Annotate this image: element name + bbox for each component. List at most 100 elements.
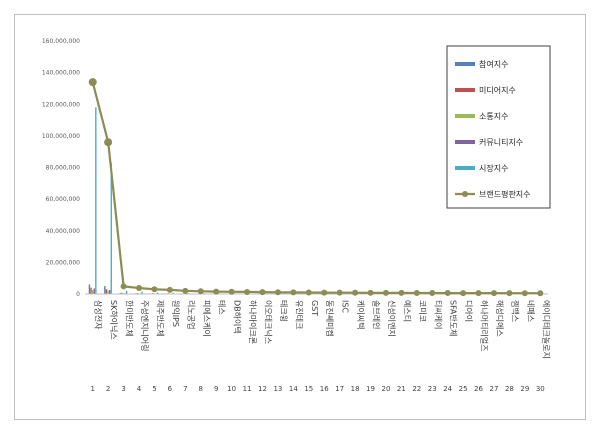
bar-커뮤니티지수-1: [93, 288, 95, 294]
category-label: ISC: [341, 300, 350, 313]
bar-소통지수-1: [91, 290, 94, 294]
y-tick-label: 60,000,000: [46, 196, 81, 203]
rank-label: 5: [152, 385, 156, 393]
rank-label: 9: [214, 385, 218, 393]
rank-label: 16: [320, 385, 329, 393]
category-label: 이오테크닉스: [263, 300, 273, 344]
y-tick-label: 20,000,000: [46, 259, 81, 266]
rank-label: 3: [121, 385, 125, 393]
category-label: GST: [310, 300, 319, 316]
point-브랜드평판지수-17: [336, 289, 343, 296]
legend-marker: [462, 191, 468, 197]
point-브랜드평판지수-1: [88, 78, 97, 87]
bar-커뮤니티지수-2: [108, 290, 111, 294]
category-label: 삼성전자: [94, 300, 104, 330]
category-label: 케이씨텍: [356, 300, 366, 329]
category-label: 하나머티리얼즈: [480, 300, 490, 352]
point-브랜드평판지수-8: [197, 288, 204, 295]
point-브랜드평판지수-28: [506, 290, 513, 297]
rank-label: 10: [227, 385, 236, 393]
point-브랜드평판지수-16: [321, 289, 328, 296]
bar-참여지수-1: [88, 284, 91, 294]
legend-label: 브랜드평판지수: [479, 189, 531, 199]
point-브랜드평판지수-23: [429, 290, 436, 297]
rank-label: 19: [366, 385, 375, 393]
category-label: SK하이닉스: [109, 300, 119, 340]
category-label: 예스티: [402, 300, 412, 322]
point-브랜드평판지수-22: [413, 289, 420, 296]
legend-box: [446, 45, 551, 209]
rank-label: 7: [183, 385, 187, 393]
rank-label: 20: [381, 385, 390, 393]
category-label: 원익IPS: [171, 300, 181, 327]
bar-시장지수-1: [95, 107, 97, 294]
category-label: 동진쎄미켐: [325, 300, 335, 337]
rank-label: 18: [351, 385, 360, 393]
rank-label: 26: [474, 385, 483, 393]
legend-swatch: [455, 88, 475, 92]
legend-swatch: [455, 114, 475, 118]
rank-label: 28: [505, 385, 514, 393]
point-브랜드평판지수-21: [398, 289, 405, 296]
rank-label: 22: [412, 385, 421, 393]
legend-label: 참여지수: [479, 59, 508, 69]
rank-label: 30: [536, 385, 545, 393]
category-label: 네패스: [526, 300, 536, 322]
rank-label: 23: [428, 385, 437, 393]
point-브랜드평판지수-29: [521, 290, 528, 297]
point-브랜드평판지수-10: [228, 288, 235, 295]
rank-label: 6: [168, 385, 173, 393]
rank-label: 21: [397, 385, 406, 393]
x-axis-category-labels: 삼성전자 SK하이닉스 한미반도체 주성엔지니어링 제주반도체 원익IPS 리노공업 피에스케…: [94, 300, 552, 359]
category-label: 하나마이크론: [248, 300, 258, 344]
category-label: 제주반도체: [155, 300, 165, 337]
category-label: 테크윙: [279, 300, 289, 322]
category-label: 한미반도체: [125, 300, 135, 337]
y-tick-label: 120,000,000: [42, 101, 80, 108]
line-series-group: [88, 78, 544, 297]
point-브랜드평판지수-5: [151, 286, 158, 293]
point-브랜드평판지수-12: [259, 289, 266, 296]
category-label: 티씨케이: [433, 300, 443, 329]
point-브랜드평판지수-24: [444, 290, 451, 297]
point-브랜드평판지수-18: [352, 289, 359, 296]
category-label: 디아이: [464, 300, 474, 322]
point-브랜드평판지수-19: [367, 289, 374, 296]
x-axis-rank-labels: 1 2 3 4 5 6 7 8 9 10 11 12 13 14 15 16 17 18 19 20 21 22 23 24 2…: [90, 385, 544, 393]
rank-label: 17: [335, 385, 344, 393]
point-브랜드평판지수-30: [537, 290, 544, 297]
legend-label: 시장지수: [479, 163, 508, 173]
chart-frame: 0 20,000,000 40,000,000 60,000,000 80,000,00…: [14, 14, 586, 420]
legend-label: 커뮤니티지수: [479, 137, 523, 147]
rank-label: 4: [137, 385, 142, 393]
legend-label: 소통지수: [479, 112, 508, 121]
rank-label: 1: [90, 385, 94, 393]
bar-미디어지수-1: [90, 287, 92, 294]
point-브랜드평판지수-6: [166, 286, 173, 293]
bar-미디어지수-2: [105, 289, 108, 294]
category-label: 젬백스: [510, 300, 520, 322]
rank-label: 24: [443, 385, 452, 393]
bar-시장지수-5: [156, 292, 159, 294]
point-브랜드평판지수-14: [290, 289, 297, 296]
rank-label: 29: [520, 385, 529, 393]
bar-소통지수-2: [107, 290, 109, 294]
category-label: 신성이엔지: [387, 300, 397, 337]
rank-label: 8: [199, 385, 203, 393]
point-브랜드평판지수-11: [244, 288, 251, 295]
y-tick-label: 100,000,000: [42, 133, 80, 140]
bar-시장지수-2: [110, 162, 112, 294]
bar-시장지수-3: [125, 290, 128, 294]
category-label: SFA반도체: [449, 300, 459, 337]
category-label: 해성디에스: [495, 300, 505, 337]
legend-swatch: [455, 140, 475, 144]
point-브랜드평판지수-3: [120, 283, 127, 290]
category-label: 피에스케이: [202, 300, 212, 337]
rank-label: 25: [459, 385, 468, 393]
point-브랜드평판지수-26: [475, 290, 482, 297]
category-label: 리노공업: [186, 300, 195, 329]
bar-미디어지수-3: [121, 292, 123, 294]
point-브랜드평판지수-27: [490, 290, 497, 297]
legend-swatch: [455, 166, 475, 170]
